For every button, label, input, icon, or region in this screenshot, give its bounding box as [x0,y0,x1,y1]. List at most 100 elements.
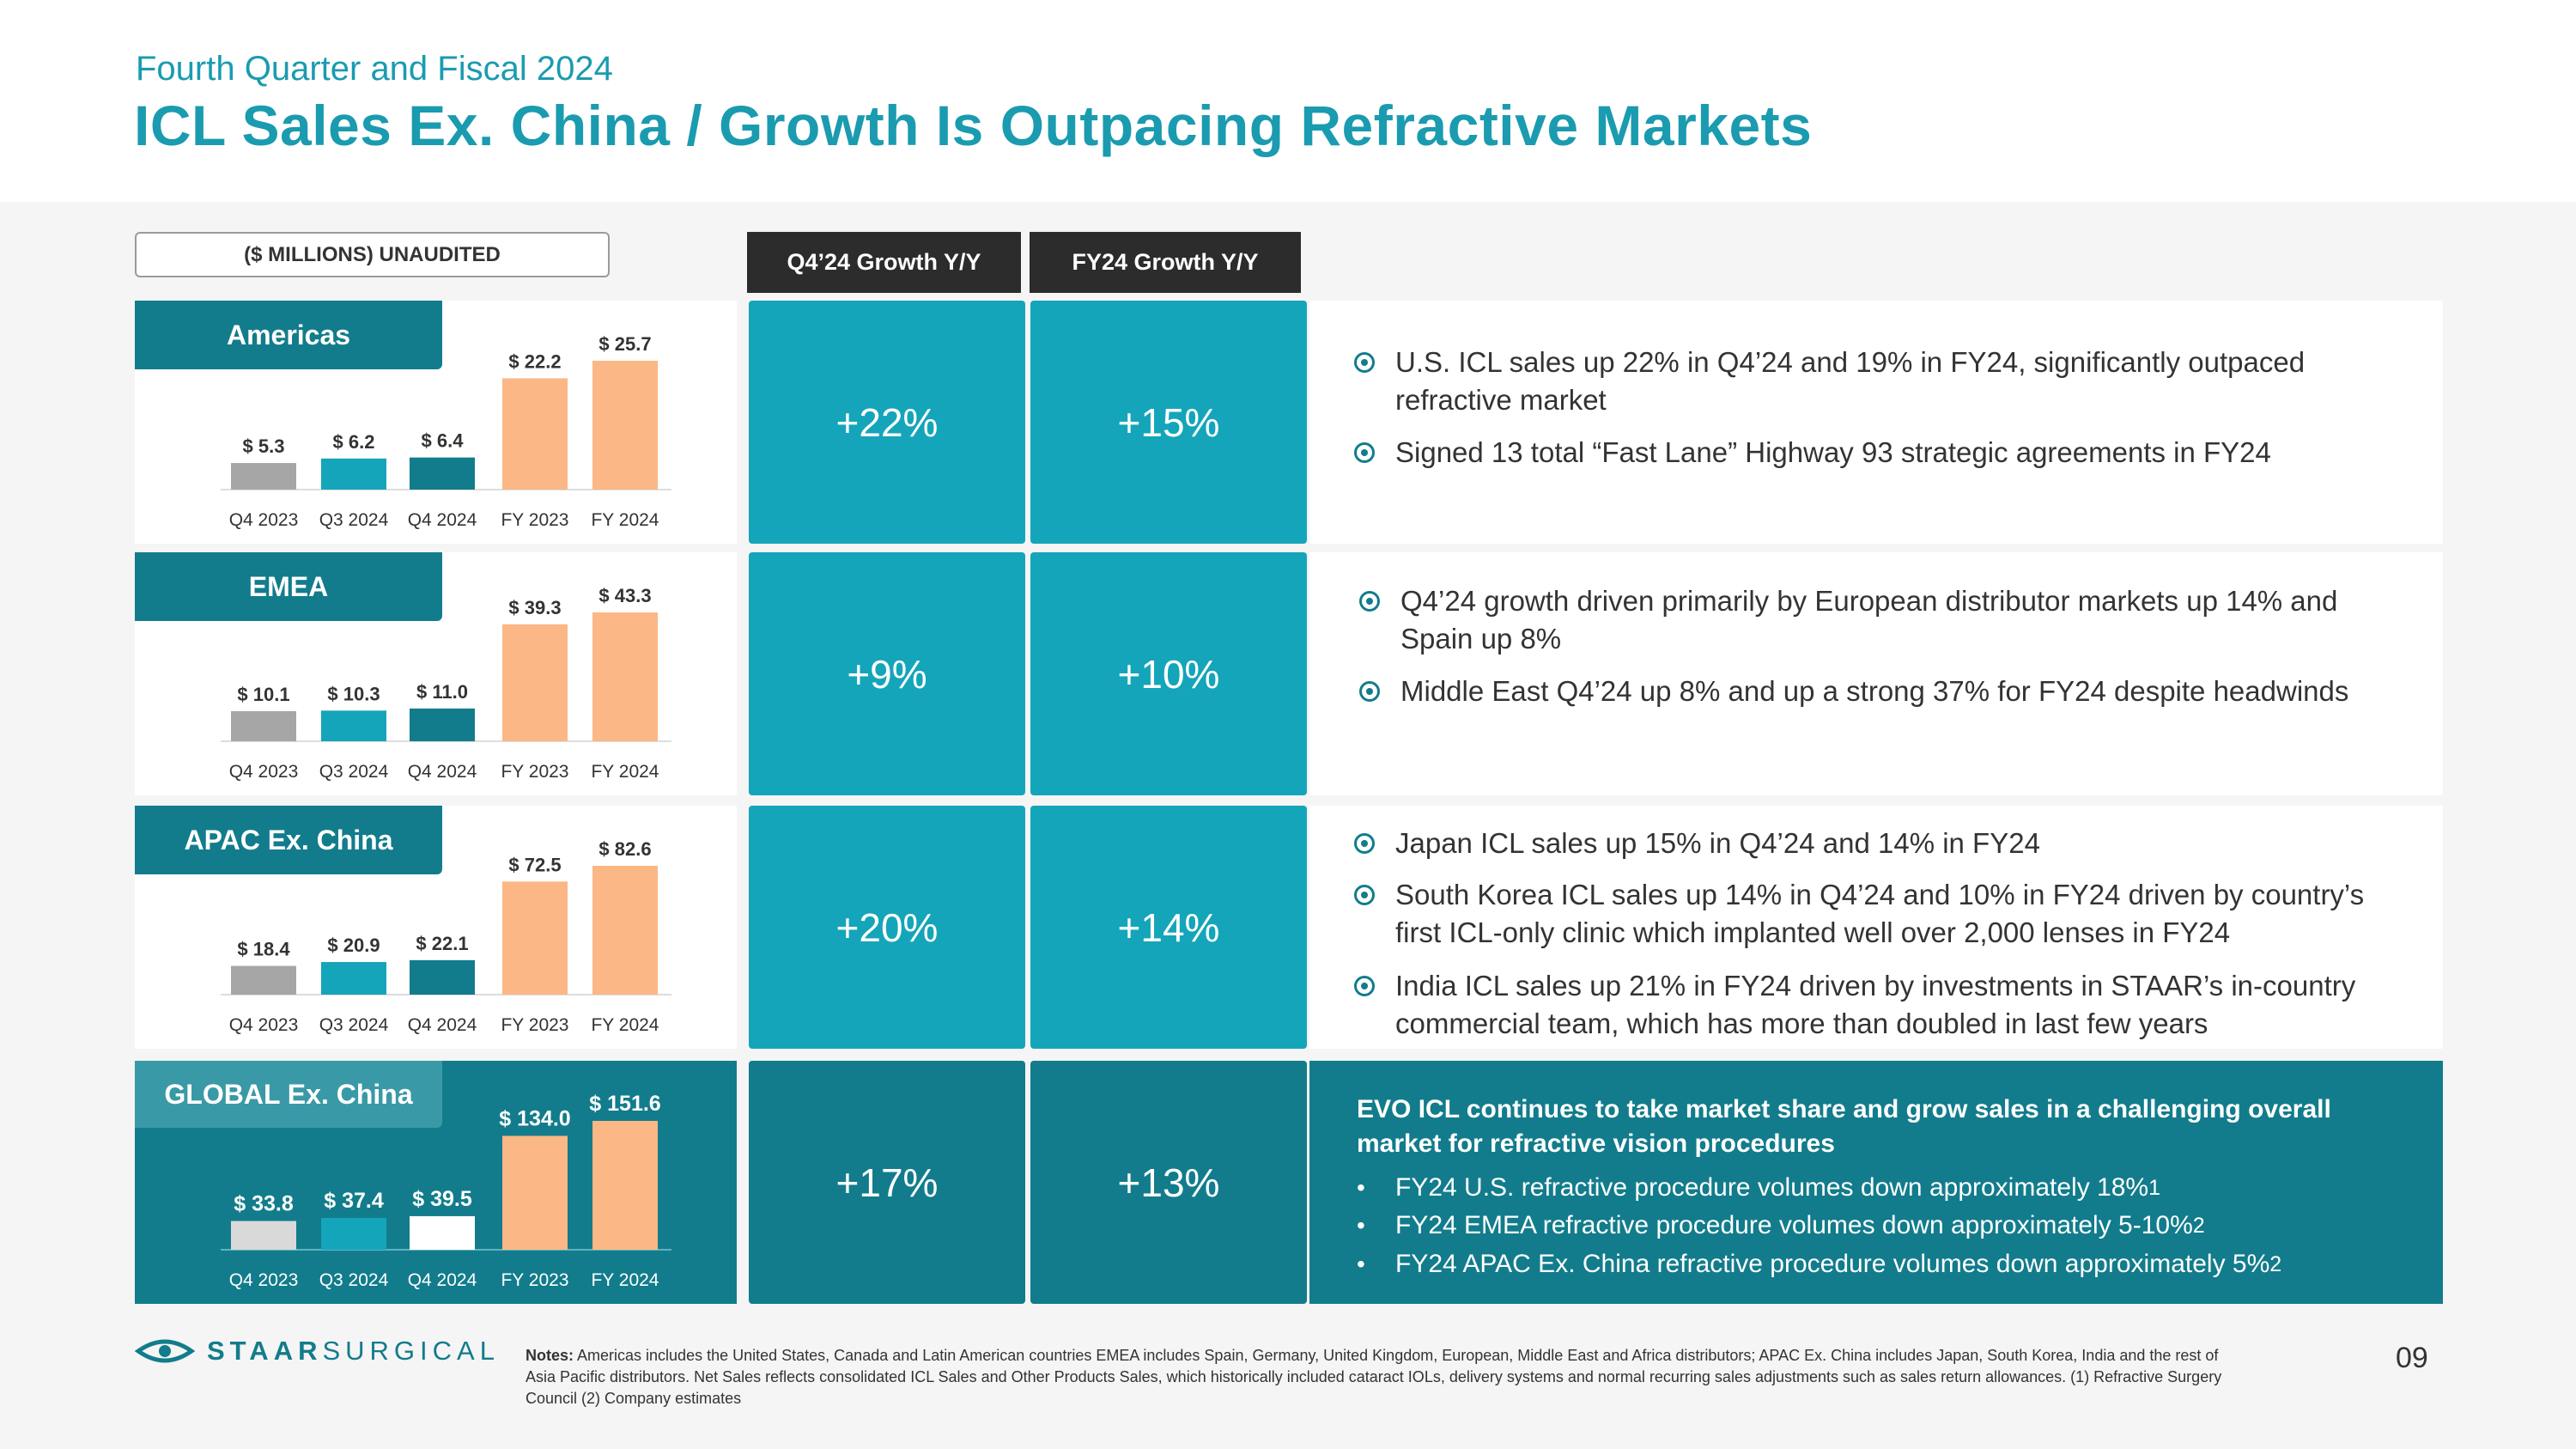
target-bullet-icon [1359,681,1380,702]
bar-fy-2024 [592,361,658,490]
target-bullet-icon [1354,833,1375,854]
data-label: $ 18.4 [237,939,290,960]
staar-surgical-logo: STAARSURGICAL [135,1336,500,1367]
region-label-global: GLOBAL Ex. China [135,1061,442,1128]
apac-chart-panel: $ 18.4 Q4 2023 $ 20.9 Q3 2024 $ 22.1 Q4 2024 $… [135,806,737,1049]
global-list-item: • FY24 U.S. refractive procedure volumes … [1357,1173,2160,1202]
data-label: $ 10.1 [237,684,289,705]
category-label: FY 2023 [501,510,568,530]
bar-q4-2024 [410,1215,475,1250]
bullet-item: U.S. ICL sales up 22% in Q4’24 and 19% i… [1354,344,2385,419]
data-label: $ 37.4 [324,1189,384,1213]
category-label: FY 2023 [501,1270,568,1290]
bar-q4-2024 [410,959,475,995]
data-label: $ 11.0 [416,681,468,703]
footnotes: Notes: Americas includes the United Stat… [526,1347,2222,1407]
bar-fy-2024 [592,1121,658,1250]
bullet-item: Signed 13 total “Fast Lane” Highway 93 s… [1354,434,2385,472]
global-headline: EVO ICL continues to take market share a… [1357,1095,2331,1158]
category-label: Q3 2024 [319,1015,389,1035]
global-list-item: • FY24 EMEA refractive procedure volumes … [1357,1211,2205,1239]
bar-q4-2023 [231,463,296,490]
bullet-item: Japan ICL sales up 15% in Q4’24 and 14% … [1354,825,2410,862]
bar-q3-2024 [321,962,386,995]
category-label: FY 2024 [591,510,659,530]
americas-bar-chart: $ 5.3 Q4 2023 $ 6.2 Q3 2024 $ 6.4 Q4 2024 $ 22… [221,333,671,530]
apac-fy-growth: +14% [1030,806,1307,1049]
americas-fy-growth: +15% [1030,301,1307,544]
data-label: $ 134.0 [499,1106,570,1130]
target-bullet-icon [1359,591,1380,612]
emea-chart-panel: $ 10.1 Q4 2023 $ 10.3 Q3 2024 $ 11.0 Q4 2024 $… [135,552,737,795]
global-list-item: • FY24 APAC Ex. China refractive procedur… [1357,1250,2282,1278]
data-label: $ 25.7 [598,333,651,355]
bar-fy-2023 [502,378,568,490]
category-label: FY 2024 [591,1015,659,1035]
americas-q4-growth: +22% [749,301,1025,544]
bar-q4-2023 [231,965,296,995]
apac-bar-chart: $ 18.4 Q4 2023 $ 20.9 Q3 2024 $ 22.1 Q4 2024 $… [221,838,671,1035]
region-label-apac: APAC Ex. China [135,806,442,874]
emea-bullets: Q4’24 growth driven primarily by Europea… [1309,552,2443,795]
data-label: $ 6.4 [422,430,465,452]
data-label: $ 72.5 [508,854,561,875]
target-bullet-icon [1354,885,1375,905]
bullet-item: India ICL sales up 21% in FY24 driven by… [1354,967,2410,1043]
page-number: 09 [2396,1342,2428,1374]
target-bullet-icon [1354,352,1375,373]
global-bar-chart: $ 33.8 Q4 2023 $ 37.4 Q3 2024 $ 39.5 Q4 2024 $… [221,1092,671,1290]
fy-growth-header: FY24 Growth Y/Y [1030,232,1301,293]
global-chart-panel: $ 33.8 Q4 2023 $ 37.4 Q3 2024 $ 39.5 Q4 2024 $… [135,1061,737,1304]
data-label: $ 6.2 [333,431,375,453]
target-bullet-icon [1354,442,1375,463]
emea-q4-growth: +9% [749,552,1025,795]
category-label: Q4 2024 [408,510,477,530]
bullet-item: Q4’24 growth driven primarily by Europea… [1359,582,2372,658]
category-label: Q3 2024 [319,510,389,530]
data-label: $ 22.2 [508,350,561,372]
americas-bullets: U.S. ICL sales up 22% in Q4’24 and 19% i… [1309,301,2443,544]
category-label: Q4 2023 [229,510,299,530]
data-label: $ 151.6 [589,1092,660,1116]
bar-q3-2024 [321,1217,386,1250]
data-label: $ 10.3 [327,683,380,704]
slide-title: ICL Sales Ex. China / Growth Is Outpacin… [134,94,1813,157]
eye-logo-icon [135,1339,195,1363]
data-label: $ 39.5 [412,1187,472,1211]
bar-q4-2024 [410,457,475,490]
bar-q4-2023 [231,1221,296,1250]
global-fy-growth: +13% [1030,1061,1307,1304]
bullet-item: Middle East Q4’24 up 8% and up a strong … [1359,673,2372,710]
apac-q4-growth: +20% [749,806,1025,1049]
global-q4-growth: +17% [749,1061,1025,1304]
category-label: Q4 2024 [408,1015,477,1035]
bar-fy-2023 [502,881,568,995]
bar-q4-2023 [231,711,296,741]
bar-fy-2023 [502,1135,568,1250]
category-label: FY 2023 [501,762,568,782]
data-label: $ 82.6 [598,838,651,860]
category-label: Q4 2024 [408,1270,477,1290]
slide-header: Fourth Quarter and Fiscal 2024 ICL Sales… [0,0,2576,202]
data-label: $ 43.3 [598,585,651,606]
category-label: FY 2023 [501,1015,568,1035]
data-label: $ 5.3 [243,435,285,457]
region-label-americas: Americas [135,301,442,369]
bar-fy-2023 [502,624,568,741]
unaudited-label: ($ MILLIONS) UNAUDITED [135,232,610,277]
target-bullet-icon [1354,976,1375,996]
q4-growth-header: Q4’24 Growth Y/Y [747,232,1021,293]
category-label: Q3 2024 [319,762,389,782]
category-label: FY 2024 [591,1270,659,1290]
americas-chart-panel: $ 5.3 Q4 2023 $ 6.2 Q3 2024 $ 6.4 Q4 2024 $ 22… [135,301,737,544]
bar-fy-2024 [592,866,658,995]
emea-bar-chart: $ 10.1 Q4 2023 $ 10.3 Q3 2024 $ 11.0 Q4 2024 $… [221,585,671,782]
apac-bullets: Japan ICL sales up 15% in Q4’24 and 14% … [1309,806,2443,1049]
global-summary-box: EVO ICL continues to take market share a… [1309,1061,2443,1304]
category-label: Q4 2024 [408,762,477,782]
logo-text: STAARSURGICAL [207,1336,500,1366]
data-label: $ 22.1 [416,933,468,954]
bar-fy-2024 [592,612,658,741]
category-label: Q4 2023 [229,762,299,782]
bar-q3-2024 [321,710,386,741]
